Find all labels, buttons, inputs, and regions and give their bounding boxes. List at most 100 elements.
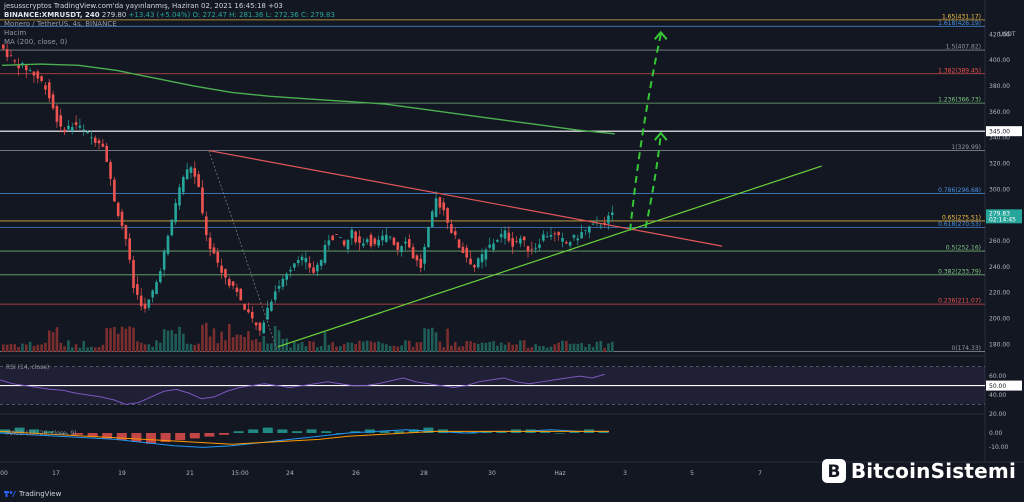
volume-bar	[197, 343, 200, 352]
volume-bar	[97, 346, 101, 352]
y-tick-label: 360.00	[989, 109, 1010, 116]
y-tick-label: 200.00	[989, 315, 1010, 322]
macd-histogram-bar	[58, 433, 69, 434]
volume-bar	[82, 341, 86, 352]
candle-body	[572, 234, 576, 238]
x-tick-label: 19	[118, 470, 126, 477]
volume-bar	[285, 338, 289, 352]
volume-bar	[101, 344, 105, 352]
candle-body	[461, 246, 465, 254]
candle-body	[308, 263, 311, 268]
candle-body	[109, 162, 112, 179]
candle-body	[93, 137, 97, 143]
candle-body	[151, 290, 154, 298]
candle-body	[511, 238, 514, 247]
volume-bar	[227, 323, 231, 352]
candle-body	[300, 256, 304, 261]
macd-histogram-bar	[365, 429, 375, 433]
svg-text:B: B	[827, 462, 840, 482]
volume-bar	[331, 342, 334, 352]
candle-body	[473, 264, 476, 268]
candle-body	[24, 65, 28, 71]
fib-level-label: 0.786(296.68)	[938, 187, 981, 194]
candle-body	[78, 125, 82, 128]
candle-body	[545, 236, 549, 238]
volume-bar	[438, 341, 442, 352]
volume-bar	[304, 346, 308, 352]
x-tick-label: 00	[0, 470, 8, 477]
candle-body	[561, 237, 564, 242]
macd-tick-label: -10.00	[989, 444, 1009, 451]
volume-bar	[212, 328, 216, 352]
volume-bar	[377, 341, 380, 352]
fib-level-label: 1.236(366.73)	[938, 97, 981, 104]
volume-bar	[120, 326, 124, 352]
volume-bar	[132, 327, 135, 352]
candle-body	[377, 239, 380, 246]
y-tick-label: 340.00	[989, 135, 1010, 142]
volume-bar	[522, 340, 526, 352]
volume-bar	[381, 343, 384, 352]
macd-histogram-bar	[467, 433, 478, 434]
macd-histogram-bar	[598, 431, 609, 433]
volume-bar	[51, 332, 55, 352]
rsi-tick-label: 60.00	[989, 373, 1006, 380]
candle-body	[139, 295, 143, 307]
rsi-line	[0, 373, 605, 405]
candle-body	[224, 269, 227, 278]
candle-body	[293, 263, 296, 268]
candle-body	[591, 223, 595, 225]
candle-body	[484, 249, 488, 260]
candle-body	[515, 241, 518, 242]
volume-bar	[561, 340, 564, 352]
macd-histogram-bar	[496, 431, 507, 433]
volume-bar	[549, 346, 553, 352]
candle-body	[323, 244, 327, 263]
x-tick-label: 3	[623, 470, 627, 477]
candle-body	[113, 179, 116, 202]
currency-label: USDT	[999, 31, 1016, 38]
tradingview-logo: TradingView	[4, 490, 61, 498]
candle-body	[362, 243, 365, 246]
volume-bar	[90, 346, 93, 352]
candle-body	[44, 85, 47, 90]
volume-bar	[434, 332, 438, 352]
fib-level-label: 1.5(407.82)	[946, 44, 981, 51]
macd-histogram-bar	[379, 431, 390, 433]
y-tick-label: 420.00	[989, 31, 1010, 38]
rsi-level-label: 50.00	[989, 383, 1006, 390]
candle-body	[289, 269, 292, 272]
candle-body	[128, 238, 131, 260]
candle-body	[258, 322, 262, 331]
candle-body	[231, 281, 235, 286]
last-price-countdown: 02:14:45	[989, 216, 1016, 223]
volume-bar	[492, 341, 495, 352]
volume-bar	[266, 343, 269, 352]
candle-body	[438, 197, 442, 208]
volume-bar	[339, 346, 342, 352]
candle-body	[216, 251, 220, 263]
volume-bar	[565, 341, 568, 352]
volume-bar	[419, 341, 423, 352]
macd-histogram-bar	[29, 429, 40, 433]
candle-body	[36, 71, 40, 79]
volume-bar	[289, 347, 292, 352]
volume-bar	[423, 328, 426, 352]
volume-bar	[587, 344, 591, 352]
candle-body	[392, 237, 396, 245]
candle-body	[346, 239, 350, 250]
volume-bar	[515, 344, 518, 352]
volume-bar	[258, 342, 262, 352]
candle-body	[553, 233, 557, 235]
volume-bar	[40, 344, 43, 352]
candle-body	[519, 238, 522, 244]
volume-bar	[78, 347, 82, 352]
candle-body	[411, 247, 415, 259]
candle-body	[51, 94, 55, 109]
candle-body	[5, 49, 9, 57]
projection-arrow	[654, 131, 668, 141]
volume-bar	[178, 326, 181, 352]
volume-bar	[507, 342, 511, 352]
volume-bar	[511, 344, 514, 352]
volume-bar	[105, 327, 109, 352]
